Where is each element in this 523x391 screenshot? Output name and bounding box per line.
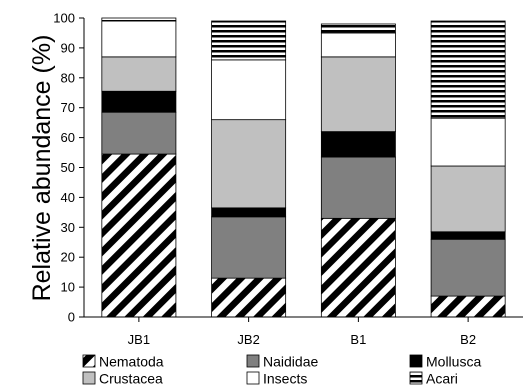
- y-tick-label: 90: [61, 40, 75, 55]
- bar-segment-b2-nematoda: [430, 295, 506, 318]
- bar-segment-b1-nematoda: [320, 217, 396, 318]
- y-tick-label: 70: [61, 100, 75, 115]
- bar-segment-jb1-crustacea: [101, 56, 177, 92]
- bar-segment-b1-mollusca: [320, 131, 396, 158]
- bar-segment-b1-acari: [320, 23, 396, 34]
- bar-segment-jb2-insects: [211, 59, 287, 121]
- bar-segment-b2-naididae: [430, 238, 506, 297]
- legend-label-nematoda: Nematoda: [99, 354, 164, 370]
- y-axis-label: Relative abundance (%): [28, 35, 56, 302]
- y-tick-label: 20: [61, 250, 75, 265]
- legend-label-naididae: Naididae: [263, 354, 318, 370]
- x-tick-label-b2: B2: [460, 332, 476, 347]
- legend-swatch-insects: [246, 371, 260, 385]
- bar-segment-b1-crustacea: [320, 56, 396, 133]
- bars: [101, 17, 506, 318]
- y-tick-label: 0: [68, 310, 75, 325]
- legend-swatch-naididae: [246, 354, 260, 368]
- bar-segment-jb2-mollusca: [211, 207, 287, 218]
- y-tick-label: 10: [61, 280, 75, 295]
- bar-segment-b1-insects: [320, 32, 396, 58]
- legend-label-mollusca: Mollusca: [426, 354, 481, 370]
- y-tick-label: 80: [61, 70, 75, 85]
- y-tick-label: 100: [53, 11, 75, 26]
- bar-segment-jb2-crustacea: [211, 119, 287, 209]
- bar-segment-b2-crustacea: [430, 165, 506, 233]
- bar-segment-b2-acari: [430, 20, 506, 119]
- legend-swatch-nematoda: [82, 354, 96, 368]
- legend-swatch-crustacea: [82, 371, 96, 385]
- legend-swatch-mollusca: [409, 354, 423, 368]
- bar-segment-jb1-acari: [101, 17, 177, 22]
- x-tick-label-jb1: JB1: [128, 332, 150, 347]
- legend-label-crustacea: Crustacea: [99, 371, 163, 387]
- bar-segment-jb1-nematoda: [101, 153, 177, 318]
- bar-segment-jb1-mollusca: [101, 90, 177, 113]
- bar-segment-b1-naididae: [320, 156, 396, 219]
- x-axis: JB1 JB2 B1 B2: [84, 316, 523, 347]
- y-tick-label: 30: [61, 220, 75, 235]
- legend: Nematoda Naididae Mollusca Crustacea Insects…: [82, 354, 481, 387]
- bar-segment-jb1-insects: [101, 20, 177, 58]
- bar-segment-b2-insects: [430, 117, 506, 167]
- y-tick-label: 40: [61, 190, 75, 205]
- bar-segment-jb2-nematoda: [211, 277, 287, 318]
- x-tick-label-jb2: JB2: [237, 332, 259, 347]
- y-axis: 0 10 20 30 40 50 60 70 80 90 100: [53, 11, 85, 325]
- legend-swatch-acari: [409, 371, 423, 385]
- y-tick-label: 50: [61, 160, 75, 175]
- bar-segment-jb2-acari: [211, 20, 287, 61]
- y-tick-label: 60: [61, 130, 75, 145]
- legend-label-insects: Insects: [263, 371, 307, 387]
- bar-segment-jb2-naididae: [211, 216, 287, 279]
- x-tick-label-b1: B1: [350, 332, 366, 347]
- bar-segment-b2-mollusca: [430, 231, 506, 240]
- bar-segment-jb1-naididae: [101, 111, 177, 155]
- legend-label-acari: Acari: [426, 371, 458, 387]
